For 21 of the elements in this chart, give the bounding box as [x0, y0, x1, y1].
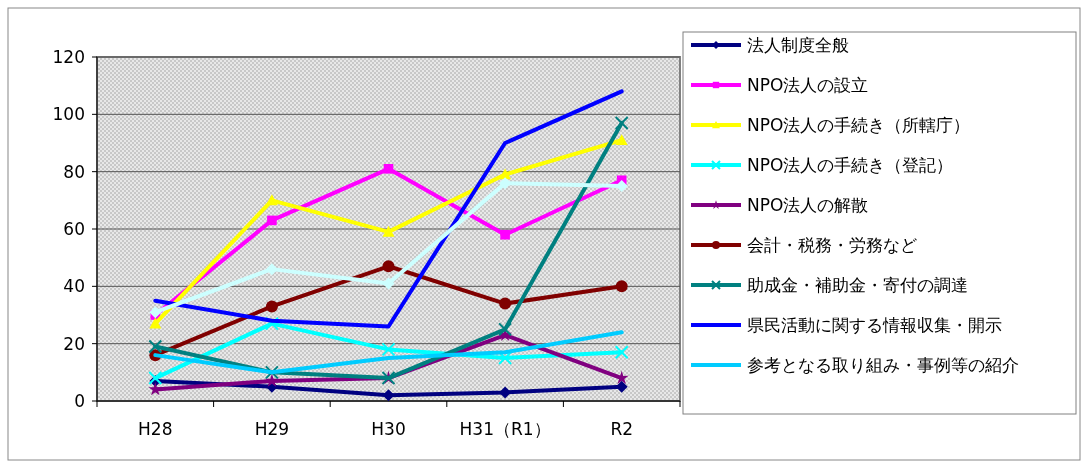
y-tick-label: 40 — [63, 276, 85, 297]
y-tick-label: 0 — [74, 391, 85, 411]
y-tick-label: 20 — [63, 333, 85, 354]
legend-label: NPO法人の解散 — [747, 195, 869, 215]
legend-label: NPO法人の設立 — [747, 75, 869, 95]
y-tick-label: 80 — [63, 161, 85, 182]
y-tick-label: 120 — [52, 47, 85, 67]
x-tick-label: H31（R1） — [459, 419, 551, 439]
legend-label: NPO法人の手続き（所轄庁） — [747, 115, 971, 135]
x-tick-label: H28 — [138, 419, 173, 439]
legend-label: 助成金・補助金・寄付の調達 — [747, 275, 968, 295]
legend-label: 参考となる取り組み・事例等の紹介 — [747, 355, 1019, 375]
legend-label: 法人制度全般 — [747, 35, 849, 55]
y-tick-label: 100 — [52, 104, 85, 125]
legend-label: 県民活動に関する情報収集・開示 — [747, 315, 1002, 335]
x-tick-label: R2 — [610, 419, 634, 439]
x-tick-label: H30 — [371, 419, 406, 439]
x-tick-label: H29 — [254, 419, 290, 439]
legend-label: 会計・税務・労務など — [747, 235, 917, 255]
y-tick-label: 60 — [63, 219, 85, 239]
legend-label: NPO法人の手続き（登記） — [747, 155, 954, 175]
